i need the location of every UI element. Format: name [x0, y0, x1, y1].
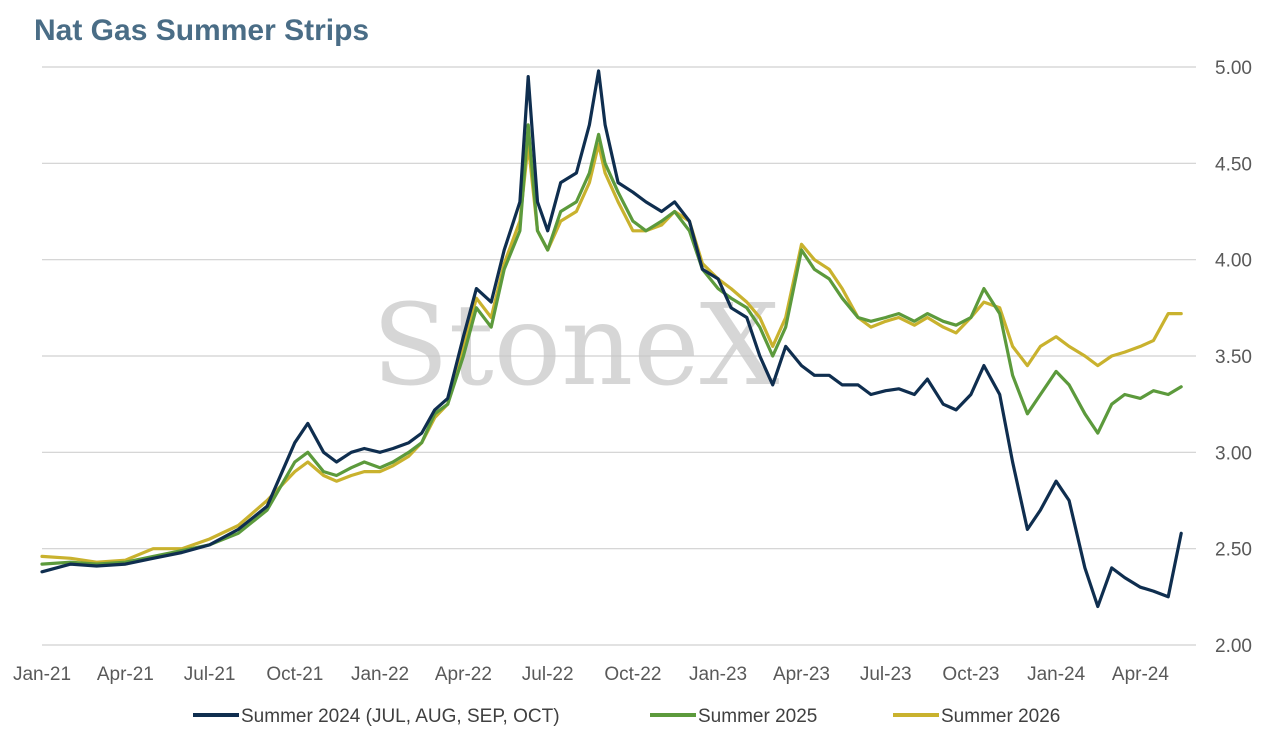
y-tick-label: 4.50 — [1215, 154, 1252, 175]
y-axis-ticks: 2.00 2.50 3.00 3.50 4.00 4.50 5.00 — [1215, 58, 1252, 657]
x-tick-label: Apr-22 — [435, 664, 492, 685]
x-axis-ticks: Jan-21 Apr-21 Jul-21 Oct-21 Jan-22 Apr-22 Jul-… — [13, 664, 1169, 685]
series-line — [40, 69, 1183, 609]
x-tick-label: Oct-21 — [266, 664, 323, 685]
gridlines — [42, 66, 1196, 646]
legend: Summer 2024 (JUL, AUG, SEP, OCT) Summer 2… — [193, 706, 1060, 727]
x-tick-label: Apr-24 — [1112, 664, 1169, 685]
legend-label: Summer 2025 — [698, 706, 817, 727]
watermark-logo: StoneX — [372, 281, 780, 411]
x-tick-label: Apr-23 — [773, 664, 830, 685]
x-tick-label: Jul-23 — [860, 664, 912, 685]
y-tick-label: 4.00 — [1215, 251, 1252, 272]
x-tick-label: Oct-22 — [604, 664, 661, 685]
x-tick-label: Oct-23 — [942, 664, 999, 685]
y-tick-label: 3.50 — [1215, 347, 1252, 368]
x-tick-label: Apr-21 — [97, 664, 154, 685]
x-tick-label: Jul-22 — [522, 664, 574, 685]
x-tick-label: Jan-23 — [689, 664, 747, 685]
x-tick-label: Jan-24 — [1027, 664, 1086, 685]
x-tick-label: Jan-22 — [351, 664, 409, 685]
y-tick-label: 3.00 — [1215, 443, 1252, 464]
legend-label: Summer 2026 — [941, 706, 1060, 727]
y-tick-label: 2.00 — [1215, 636, 1252, 657]
x-tick-label: Jan-21 — [13, 664, 71, 685]
chart-title: Nat Gas Summer Strips — [34, 14, 370, 47]
series-lines — [40, 69, 1183, 609]
x-tick-label: Jul-21 — [184, 664, 236, 685]
legend-label: Summer 2024 (JUL, AUG, SEP, OCT) — [241, 706, 560, 727]
series-line — [40, 123, 1183, 566]
series-line — [40, 142, 1183, 564]
y-tick-label: 2.50 — [1215, 540, 1252, 561]
y-tick-label: 5.00 — [1215, 58, 1252, 79]
